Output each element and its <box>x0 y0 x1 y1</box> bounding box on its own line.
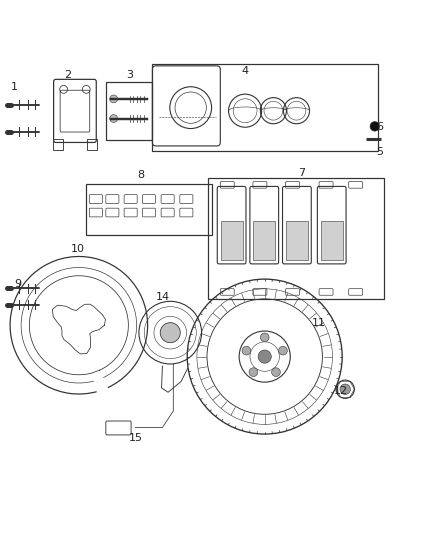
Circle shape <box>272 368 280 376</box>
Circle shape <box>249 368 258 376</box>
Bar <box>208 178 385 299</box>
Circle shape <box>110 115 117 123</box>
Text: 10: 10 <box>71 244 85 254</box>
Text: 5: 5 <box>377 148 384 157</box>
Bar <box>86 184 212 235</box>
Text: 7: 7 <box>298 168 305 178</box>
Bar <box>221 222 243 260</box>
Circle shape <box>370 122 380 131</box>
Text: 2: 2 <box>64 70 71 80</box>
Text: 12: 12 <box>334 385 348 395</box>
Circle shape <box>110 95 117 103</box>
Circle shape <box>160 322 180 343</box>
Bar <box>152 64 378 151</box>
Bar <box>106 82 152 140</box>
Bar <box>253 222 275 260</box>
Text: 14: 14 <box>155 292 170 302</box>
Text: 11: 11 <box>312 318 326 328</box>
Circle shape <box>340 384 350 394</box>
Bar <box>53 139 63 150</box>
Bar <box>286 222 308 260</box>
Text: 6: 6 <box>377 122 384 132</box>
Text: 8: 8 <box>137 170 144 180</box>
Bar <box>321 222 343 260</box>
Circle shape <box>279 346 287 355</box>
Circle shape <box>258 350 271 363</box>
Text: 4: 4 <box>241 66 249 76</box>
Bar <box>87 139 97 150</box>
Text: 3: 3 <box>126 70 133 80</box>
Text: 1: 1 <box>11 82 18 92</box>
Text: 9: 9 <box>14 279 21 289</box>
Text: 15: 15 <box>129 433 143 443</box>
Circle shape <box>260 333 269 342</box>
Circle shape <box>242 346 251 355</box>
